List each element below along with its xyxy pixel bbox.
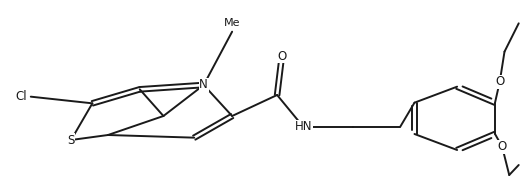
Text: O: O bbox=[277, 50, 287, 62]
Text: N: N bbox=[200, 78, 208, 92]
Text: Me: Me bbox=[224, 18, 240, 28]
Text: O: O bbox=[495, 75, 504, 88]
Text: O: O bbox=[498, 140, 507, 153]
Text: Cl: Cl bbox=[15, 90, 27, 103]
Text: HN: HN bbox=[294, 120, 312, 133]
Text: S: S bbox=[67, 134, 75, 147]
